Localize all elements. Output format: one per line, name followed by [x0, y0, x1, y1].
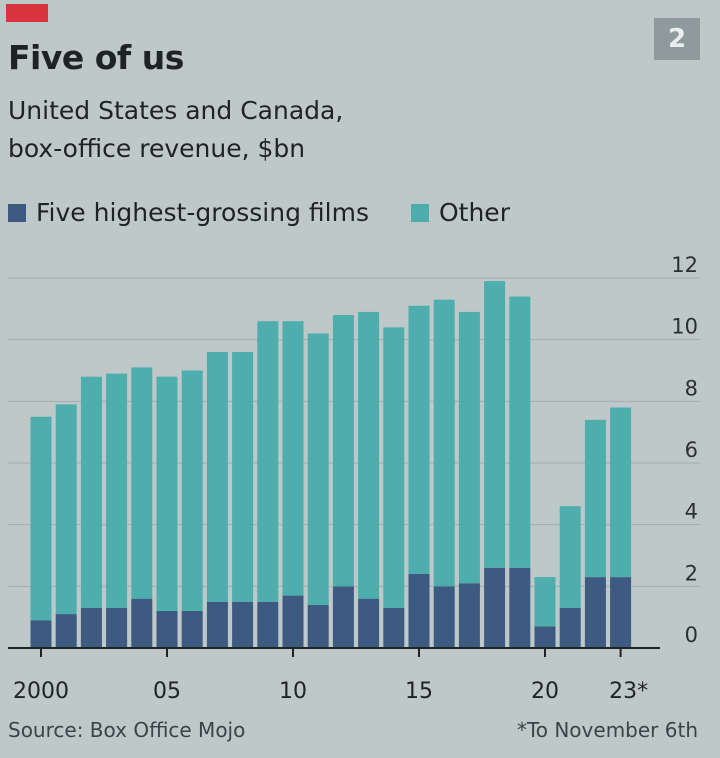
bar-other [282, 321, 304, 596]
bar-top-five [232, 601, 254, 648]
x-axis [8, 647, 660, 657]
brand-tag [6, 4, 48, 22]
bar-other [206, 352, 228, 602]
legend: Five highest-grossing films Other [8, 198, 552, 227]
bar-other [55, 404, 77, 615]
bar-top-five [156, 611, 178, 648]
bar-top-five [458, 583, 480, 648]
bar-top-five [131, 598, 153, 648]
bar-top-five [80, 607, 102, 648]
bar-top-five [257, 601, 279, 648]
bar-other [332, 315, 354, 587]
y-tick-label: 2 [685, 561, 698, 585]
x-tick-label: 23* [609, 679, 648, 704]
bars [30, 281, 632, 648]
bar-other [433, 299, 455, 587]
bar-other [257, 321, 279, 602]
bar-top-five [206, 601, 228, 648]
bar-top-five [282, 595, 304, 648]
y-tick-labels: 0 2 4 6 8 10 12 [671, 253, 698, 647]
chart-number-badge: 2 [654, 18, 700, 60]
chart-subtitle: United States and Canada, box-office rev… [8, 92, 343, 168]
bar-other [131, 367, 153, 599]
bar-top-five [610, 577, 632, 648]
y-tick-label: 0 [685, 623, 698, 647]
bar-top-five [358, 598, 380, 648]
bar-other [80, 376, 102, 608]
bar-other [307, 333, 329, 605]
bar-other [156, 376, 178, 611]
bar-top-five [408, 574, 430, 648]
y-tick-label: 4 [685, 500, 698, 524]
bar-other [484, 281, 506, 568]
y-tick-label: 12 [671, 253, 698, 277]
x-tick-label: 2000 [13, 679, 69, 704]
bar-top-five [55, 614, 77, 648]
bar-other [383, 327, 405, 608]
source-note: Source: Box Office Mojo [8, 718, 246, 742]
chart-title: Five of us [8, 38, 184, 77]
subtitle-line-1: United States and Canada, [8, 96, 344, 125]
footnote: *To November 6th [516, 718, 698, 742]
legend-item-other: Other [410, 198, 510, 227]
y-tick-label: 8 [685, 376, 698, 400]
bar-top-five [106, 607, 128, 648]
bar-top-five [181, 611, 203, 648]
y-tick-label: 10 [671, 315, 698, 339]
bar-top-five [433, 586, 455, 648]
bar-other [458, 311, 480, 584]
bar-other [509, 296, 531, 568]
legend-label-top-five: Five highest-grossing films [36, 198, 369, 227]
bar-other [408, 305, 430, 574]
bar-other [358, 311, 380, 599]
x-tick-label: 20 [531, 679, 559, 704]
x-tick-label: 10 [279, 679, 307, 704]
bar-other [534, 577, 556, 627]
bar-other [559, 506, 581, 608]
bar-other [610, 407, 632, 578]
legend-swatch-other [410, 203, 429, 222]
bar-top-five [534, 626, 556, 648]
bar-top-five [509, 567, 531, 648]
bar-top-five [383, 607, 405, 648]
bar-other [30, 416, 52, 621]
x-tick-label: 15 [405, 679, 433, 704]
bar-other [106, 373, 128, 608]
bar-top-five [559, 607, 581, 648]
bar-top-five [584, 577, 606, 648]
legend-swatch-top-five [8, 203, 26, 222]
bar-top-five [30, 620, 52, 648]
subtitle-line-2: box-office revenue, $bn [8, 134, 306, 163]
x-tick-label: 05 [153, 679, 181, 704]
x-tick-labels: 2000 05 10 15 20 23* [13, 679, 648, 704]
bar-other [181, 370, 203, 611]
bar-top-five [332, 586, 354, 648]
bar-other [584, 419, 606, 578]
bar-other [232, 352, 254, 602]
y-tick-label: 6 [685, 438, 698, 462]
bar-top-five [307, 604, 329, 648]
legend-label-other: Other [438, 198, 510, 227]
bar-top-five [484, 567, 506, 648]
legend-item-top-five: Five highest-grossing films [8, 198, 369, 227]
